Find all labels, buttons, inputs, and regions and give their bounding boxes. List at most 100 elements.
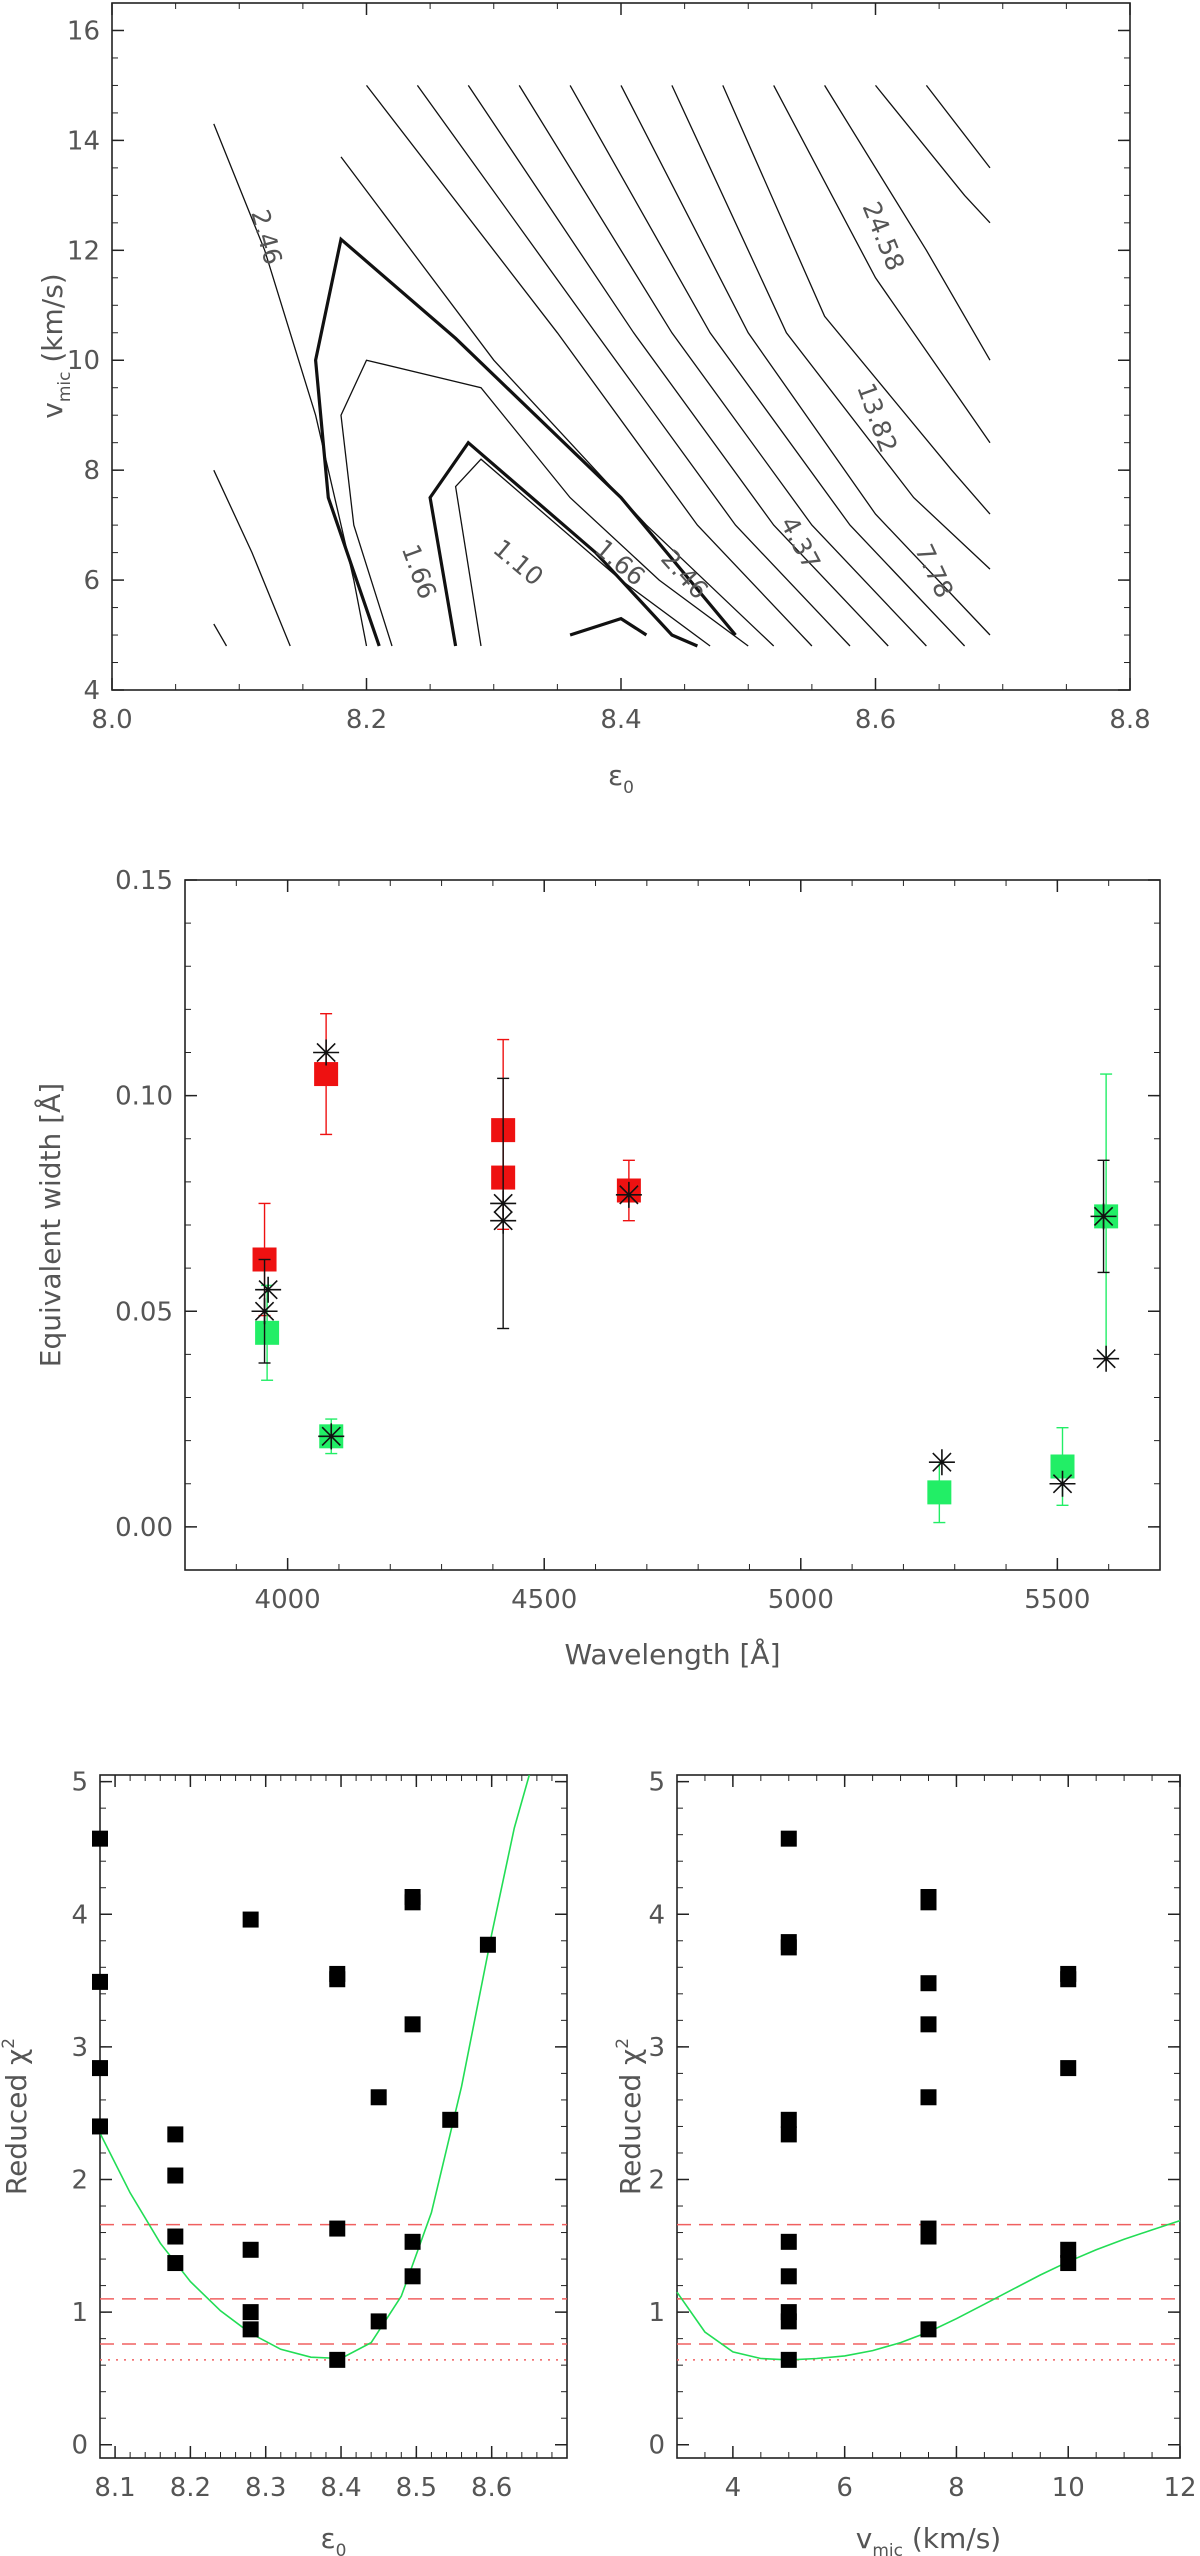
y-tick-label: 4: [71, 1900, 88, 1930]
chi2-point: [920, 2228, 937, 2245]
x-tick-label: 5000: [768, 1585, 834, 1615]
square-marker: [314, 1062, 339, 1087]
chi2-point: [370, 2089, 387, 2106]
x-tick-label: 8.4: [600, 705, 641, 735]
contour-line: [467, 85, 889, 647]
contour-line: [824, 85, 991, 361]
y-tick-label: 5: [648, 1768, 665, 1798]
x-tick-label: 8.3: [245, 2473, 286, 2503]
y-tick-label: 0.00: [115, 1513, 173, 1543]
contour-label: 1.66: [396, 541, 442, 603]
chi2-point: [780, 1830, 797, 1847]
y-axis-label: Reduced χ2: [613, 2038, 647, 2195]
chi2-point: [404, 2268, 421, 2285]
chi2-point: [780, 2126, 797, 2143]
contour-line: [671, 85, 991, 570]
contour-line: [340, 156, 775, 647]
contour-label: 1.66: [589, 534, 650, 592]
chi2-point: [329, 2220, 346, 2237]
chi2-point: [479, 1936, 496, 1953]
contour-line: [213, 469, 291, 647]
contour-line: [213, 623, 228, 647]
chi2-point: [242, 2241, 259, 2258]
chi2-point: [920, 1894, 937, 1911]
y-axis-label: Equivalent width [Å]: [33, 1083, 67, 1367]
chi2-point: [442, 2111, 459, 2128]
x-tick-label: 8.6: [855, 705, 896, 735]
x-tick-label: 8.6: [471, 2473, 512, 2503]
asterisk-marker: [251, 1298, 278, 1325]
x-tick-label: 8: [948, 2473, 965, 2503]
chi2-point: [242, 1911, 259, 1928]
contour-line: [925, 85, 991, 169]
y-tick-label: 5: [71, 1768, 88, 1798]
chi2-point: [92, 2060, 108, 2077]
chi2-point: [404, 2016, 421, 2033]
chi2-point: [1060, 2060, 1077, 2077]
asterisk-marker: [1090, 1203, 1117, 1230]
chi2-point: [167, 2255, 184, 2272]
x-tick-label: 10: [1052, 2473, 1085, 2503]
contour-label: 7.78: [909, 540, 959, 603]
chi2-point: [167, 2126, 184, 2143]
x-tick-label: 8.5: [396, 2473, 437, 2503]
y-tick-label: 0: [648, 2431, 665, 2461]
y-tick-label: 4: [648, 1900, 665, 1930]
contour-label: 2.46: [245, 206, 287, 267]
chi2-point: [404, 1894, 421, 1911]
contour-line: [569, 85, 966, 647]
y-tick-label: 2: [648, 2165, 665, 2195]
y-tick-label: 2: [71, 2165, 88, 2195]
x-tick-label: 5500: [1024, 1585, 1090, 1615]
x-tick-label: 6: [836, 2473, 853, 2503]
chi2-point: [167, 2167, 184, 2184]
x-tick-label: 4000: [255, 1585, 321, 1615]
chi2-point: [780, 2313, 797, 2330]
plot-frame: [111, 2, 1131, 691]
chi2-point: [1060, 1971, 1077, 1988]
contour-line: [620, 85, 991, 636]
chi2-point: [1060, 2255, 1077, 2272]
contour-line: [213, 123, 368, 647]
chi2-point: [780, 2233, 797, 2250]
plot-frame: [676, 1774, 1181, 2459]
x-tick-label: 8.4: [320, 2473, 361, 2503]
y-tick-label: 14: [67, 126, 100, 156]
x-tick-label: 8.8: [1109, 705, 1150, 735]
y-tick-label: 0.15: [115, 866, 173, 896]
x-tick-label: 4500: [511, 1585, 577, 1615]
x-tick-label: 8.2: [346, 705, 387, 735]
y-tick-label: 16: [67, 16, 100, 46]
square-marker: [255, 1320, 280, 1345]
x-axis-label: ε0: [321, 2522, 347, 2556]
contour-label: 1.10: [488, 534, 549, 592]
y-tick-label: 3: [71, 2033, 88, 2063]
fit-curve: [99, 1774, 531, 2360]
chi2-point: [1060, 2241, 1077, 2258]
y-tick-label: 8: [83, 456, 100, 486]
asterisk-marker: [1049, 1470, 1076, 1497]
y-tick-label: 6: [83, 566, 100, 596]
contour-line: [416, 85, 851, 647]
equivalent-width-panel: 4000 4500 5000 5500 0.00 0.05 0.10 0.15 Waveleng…: [33, 866, 1161, 1671]
chi2-point: [920, 2089, 937, 2106]
chi2-point: [167, 2228, 184, 2245]
asterisk-marker: [313, 1039, 340, 1066]
chi2-point: [329, 2351, 346, 2368]
y-tick-label: 1: [71, 2298, 88, 2328]
chi2-point: [920, 2016, 937, 2033]
chi2-point: [370, 2313, 387, 2330]
y-tick-label: 10: [67, 346, 100, 376]
contour-line: [773, 85, 991, 444]
contour-label: 2.46: [655, 544, 714, 605]
contour-line: [365, 85, 813, 647]
chi2-point: [780, 2111, 797, 2128]
x-tick-label: 8.1: [94, 2473, 135, 2503]
asterisk-marker: [928, 1449, 955, 1476]
chi2-point: [780, 2268, 797, 2285]
y-tick-label: 0.05: [115, 1297, 173, 1327]
chi2-vs-epsilon-panel: 8.1 8.2 8.3 8.4 8.5 8.6 0 1 2 3 4 5 ε0 Reduced χ2: [0, 1768, 568, 2556]
